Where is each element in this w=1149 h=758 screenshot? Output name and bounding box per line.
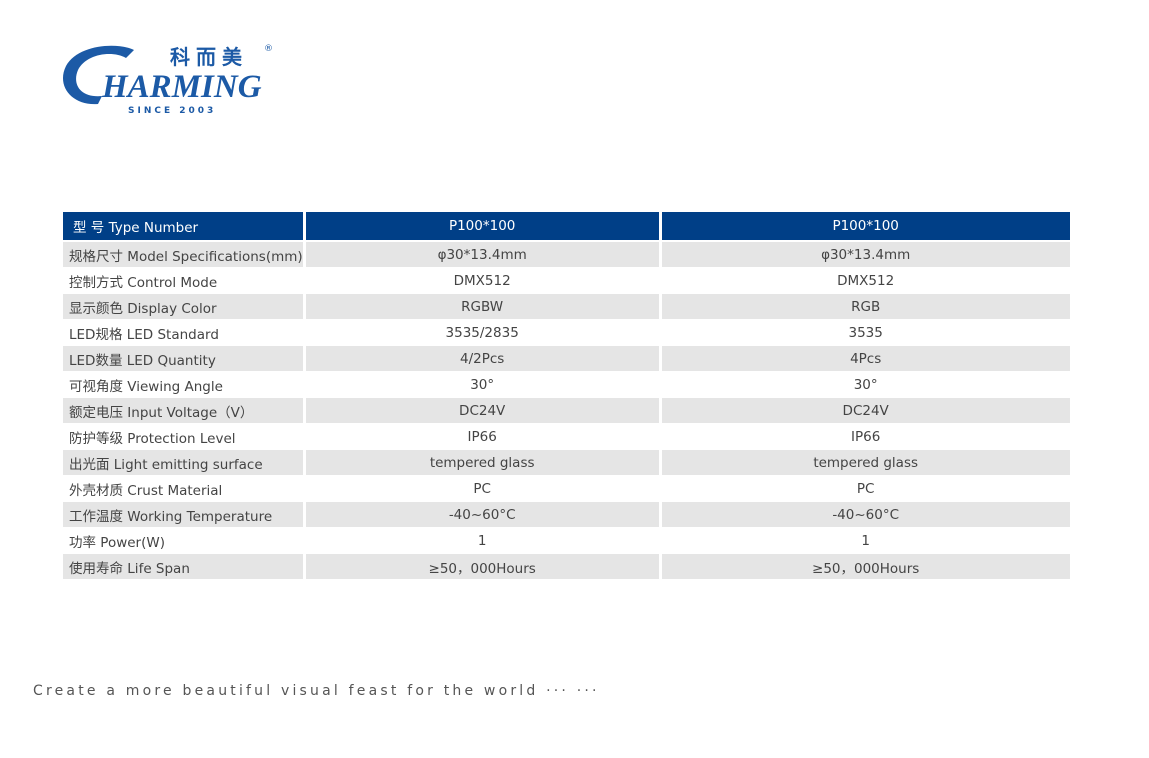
spec-label: 使用寿命 Life Span (63, 554, 303, 580)
table-row: 控制方式 Control Mode DMX512 DMX512 (63, 268, 1070, 294)
footer-tagline: Create a more beautiful visual feast for… (33, 683, 600, 699)
spec-label: 工作温度 Working Temperature (63, 502, 303, 528)
spec-value: DMX512 (661, 268, 1070, 294)
spec-value: DC24V (305, 398, 659, 424)
spec-value: ≥50，000Hours (661, 554, 1070, 580)
logo-chinese: 科而美 (170, 45, 248, 69)
charming-logo: HARMING 科而美 ® SINCE 2003 (58, 44, 278, 118)
spec-label: LED数量 LED Quantity (63, 346, 303, 372)
spec-value: 30° (305, 372, 659, 398)
header-cell: 型 号 Type Number (63, 212, 303, 242)
spec-table: 型 号 Type Number P100*100 P100*100 规格尺寸 M… (60, 212, 1073, 580)
spec-label: 防护等级 Protection Level (63, 424, 303, 450)
spec-label: 控制方式 Control Mode (63, 268, 303, 294)
spec-value: IP66 (661, 424, 1070, 450)
header-cell: P100*100 (661, 212, 1070, 242)
table-row: 额定电压 Input Voltage（V） DC24V DC24V (63, 398, 1070, 424)
spec-label: LED规格 LED Standard (63, 320, 303, 346)
spec-value: RGB (661, 294, 1070, 320)
spec-value: PC (305, 476, 659, 502)
table-row: 使用寿命 Life Span ≥50，000Hours ≥50，000Hours (63, 554, 1070, 580)
spec-value: 4/2Pcs (305, 346, 659, 372)
logo-since: SINCE 2003 (128, 106, 217, 116)
table-row: 功率 Power(W) 1 1 (63, 528, 1070, 554)
spec-value: φ30*13.4mm (305, 242, 659, 268)
table-row: 防护等级 Protection Level IP66 IP66 (63, 424, 1070, 450)
spec-value: φ30*13.4mm (661, 242, 1070, 268)
spec-value: 1 (661, 528, 1070, 554)
logo-wordmark: HARMING (102, 69, 262, 105)
spec-value: 4Pcs (661, 346, 1070, 372)
table-row: 工作温度 Working Temperature -40~60°C -40~60°C (63, 502, 1070, 528)
spec-label: 可视角度 Viewing Angle (63, 372, 303, 398)
spec-value: tempered glass (661, 450, 1070, 476)
table-row: LED数量 LED Quantity 4/2Pcs 4Pcs (63, 346, 1070, 372)
header-cell: P100*100 (305, 212, 659, 242)
spec-value: DC24V (661, 398, 1070, 424)
table-row: 可视角度 Viewing Angle 30° 30° (63, 372, 1070, 398)
table-row: 规格尺寸 Model Specifications(mm) φ30*13.4mm φ… (63, 242, 1070, 268)
spec-value: 1 (305, 528, 659, 554)
spec-label: 规格尺寸 Model Specifications(mm) (63, 242, 303, 268)
spec-value: -40~60°C (661, 502, 1070, 528)
spec-value: 3535/2835 (305, 320, 659, 346)
logo-c-mark (62, 45, 134, 105)
table-row: 出光面 Light emitting surface tempered glass… (63, 450, 1070, 476)
spec-value: -40~60°C (305, 502, 659, 528)
table-row: 外壳材质 Crust Material PC PC (63, 476, 1070, 502)
spec-label: 出光面 Light emitting surface (63, 450, 303, 476)
spec-label: 外壳材质 Crust Material (63, 476, 303, 502)
table-row: 显示颜色 Display Color RGBW RGB (63, 294, 1070, 320)
table-header-row: 型 号 Type Number P100*100 P100*100 (63, 212, 1070, 242)
spec-value: PC (661, 476, 1070, 502)
spec-label: 显示颜色 Display Color (63, 294, 303, 320)
registered-icon: ® (264, 44, 273, 54)
spec-value: 3535 (661, 320, 1070, 346)
spec-value: ≥50，000Hours (305, 554, 659, 580)
spec-value: tempered glass (305, 450, 659, 476)
spec-value: IP66 (305, 424, 659, 450)
table-row: LED规格 LED Standard 3535/2835 3535 (63, 320, 1070, 346)
spec-label: 额定电压 Input Voltage（V） (63, 398, 303, 424)
spec-value: 30° (661, 372, 1070, 398)
spec-label: 功率 Power(W) (63, 528, 303, 554)
spec-value: DMX512 (305, 268, 659, 294)
spec-value: RGBW (305, 294, 659, 320)
